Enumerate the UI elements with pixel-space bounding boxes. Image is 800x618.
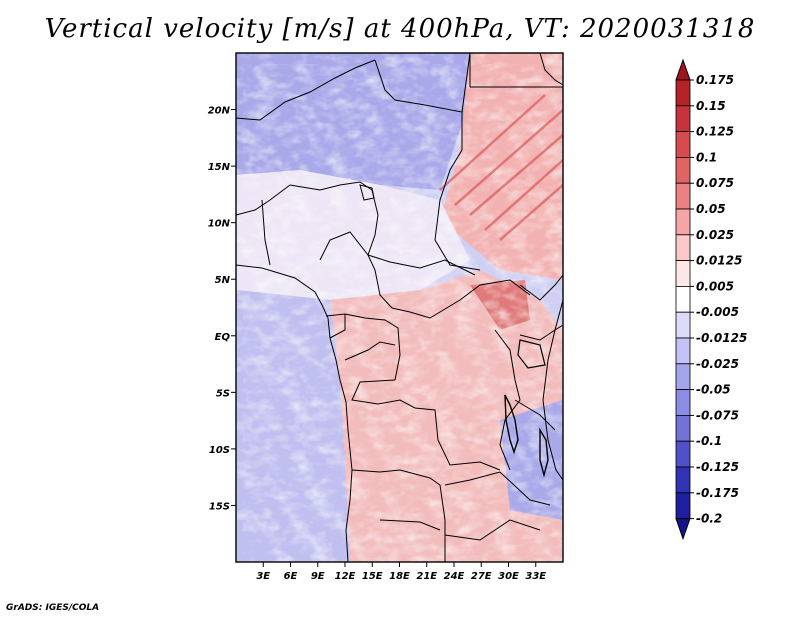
colorbar-swatch	[675, 156, 691, 184]
colorbar-swatch	[675, 337, 691, 365]
lon-tick-label: 18E	[389, 571, 410, 582]
colorbar-swatch	[675, 285, 691, 313]
colorbar-label: 0.1	[696, 150, 717, 164]
colorbar-label: -0.0125	[696, 331, 747, 345]
latitude-axis: 20N 15N 10N 5N EQ 5S 10S 15S	[208, 106, 236, 512]
colorbar-swatch	[675, 131, 691, 158]
country-borders	[236, 53, 563, 562]
colorbar-swatch	[675, 389, 691, 416]
lon-tick-label: 6E	[284, 571, 298, 582]
longitude-axis: 3E 6E 9E 12E 15E 18E 21E 24E 27E 30E 33E	[256, 562, 546, 582]
colorbar-swatch	[675, 363, 691, 390]
colorbar-swatch	[675, 234, 691, 262]
colorbar-swatch	[675, 492, 691, 519]
colorbar-swatch	[675, 182, 691, 210]
colorbar-swatch	[675, 466, 691, 494]
colorbar-label: -0.05	[696, 383, 731, 397]
colorbar-label: -0.125	[696, 460, 739, 474]
colorbar-label: 0.0125	[696, 254, 742, 268]
colorbar-label: 0.05	[696, 202, 726, 216]
lon-tick-label: 24E	[444, 571, 465, 582]
colorbar-swatch	[675, 260, 691, 287]
lat-tick-label: 5S	[216, 388, 230, 399]
colorbar-label: 0.025	[696, 228, 734, 242]
colorbar-top-arrow	[675, 58, 691, 81]
colorbar-swatch	[675, 311, 691, 339]
colorbar-swatch	[675, 414, 691, 442]
colorbar-swatch	[675, 208, 691, 236]
colorbar: 0.175 0.15 0.125 0.1 0.075 0.05 0.025 0.0125 0.0…	[675, 58, 747, 541]
lon-tick-label: 9E	[311, 571, 325, 582]
colorbar-label: 0.075	[696, 176, 734, 190]
colorbar-label: -0.2	[696, 512, 722, 526]
colorbar-label: 0.175	[696, 73, 734, 87]
grads-credit: GrADS: IGES/COLA	[6, 603, 100, 613]
colorbar-swatch	[675, 105, 691, 133]
colorbar-swatch	[675, 79, 691, 107]
colorbar-label: 0.15	[696, 99, 726, 113]
lat-tick-label: 15N	[208, 162, 231, 173]
lat-tick-label: 10S	[209, 445, 230, 456]
lon-tick-label: 3E	[256, 571, 270, 582]
lat-tick-label: 15S	[209, 501, 230, 512]
lon-tick-label: 15E	[362, 571, 383, 582]
colorbar-label: -0.025	[696, 357, 739, 371]
velocity-field	[236, 53, 563, 562]
colorbar-label: -0.175	[696, 486, 739, 500]
lat-tick-label: 10N	[208, 219, 231, 230]
colorbar-label: -0.075	[696, 408, 739, 422]
lon-tick-label: 21E	[416, 571, 437, 582]
colorbar-label: -0.005	[696, 305, 739, 319]
lon-tick-label: 27E	[471, 571, 492, 582]
colorbar-label: -0.1	[696, 434, 722, 448]
lat-tick-label: EQ	[215, 332, 231, 343]
colorbar-bottom-arrow	[675, 518, 691, 541]
colorbar-label: 0.125	[696, 125, 734, 139]
lon-tick-label: 30E	[498, 571, 519, 582]
lon-tick-label: 33E	[525, 571, 546, 582]
lon-tick-label: 12E	[335, 571, 356, 582]
colorbar-label: 0.005	[696, 279, 734, 293]
lat-tick-label: 20N	[208, 106, 231, 117]
map-title: Vertical velocity [m/s] at 400hPa, VT: 2…	[44, 14, 756, 44]
colorbar-swatch	[675, 440, 691, 468]
lat-tick-label: 5N	[215, 275, 231, 286]
